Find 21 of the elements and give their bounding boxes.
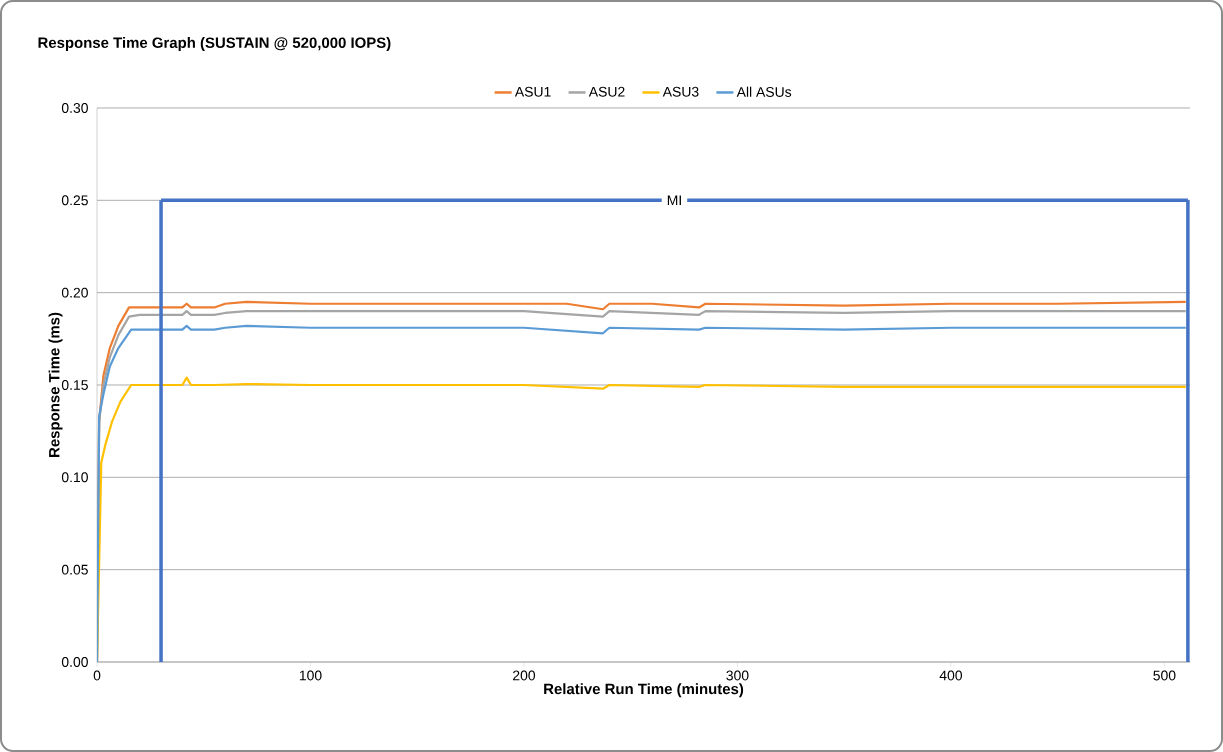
legend-label: ASU1 (514, 86, 551, 97)
y-tick-label: 0.00 (61, 657, 88, 667)
legend-label: ASU2 (588, 86, 625, 97)
chart-title: Response Time Graph (SUSTAIN @ 520,000 IOPS) (38, 37, 391, 51)
y-tick-label: 0.25 (61, 195, 88, 206)
x-tick-label: 200 (513, 670, 536, 681)
x-tick-label: 300 (726, 670, 749, 681)
y-tick-label: 0.15 (61, 380, 88, 390)
x-tick-label: 500 (1153, 670, 1176, 681)
y-tick-label: 0.10 (61, 472, 88, 483)
legend-label: ASU3 (662, 86, 699, 97)
x-tick-label: 100 (299, 670, 322, 681)
x-tick-label: 400 (939, 670, 963, 681)
legend-label: All ASUs (736, 86, 792, 97)
y-tick-label: 0.05 (61, 564, 88, 575)
annotation: MI (667, 195, 681, 206)
y-tick-label: 0.20 (61, 287, 88, 298)
y-axis-title: Response Time (ms) (48, 312, 63, 457)
x-axis-title: Relative Run Time (minutes) (544, 683, 744, 698)
y-tick-label: 0.30 (61, 103, 88, 113)
x-tick-label: 0 (93, 670, 101, 681)
